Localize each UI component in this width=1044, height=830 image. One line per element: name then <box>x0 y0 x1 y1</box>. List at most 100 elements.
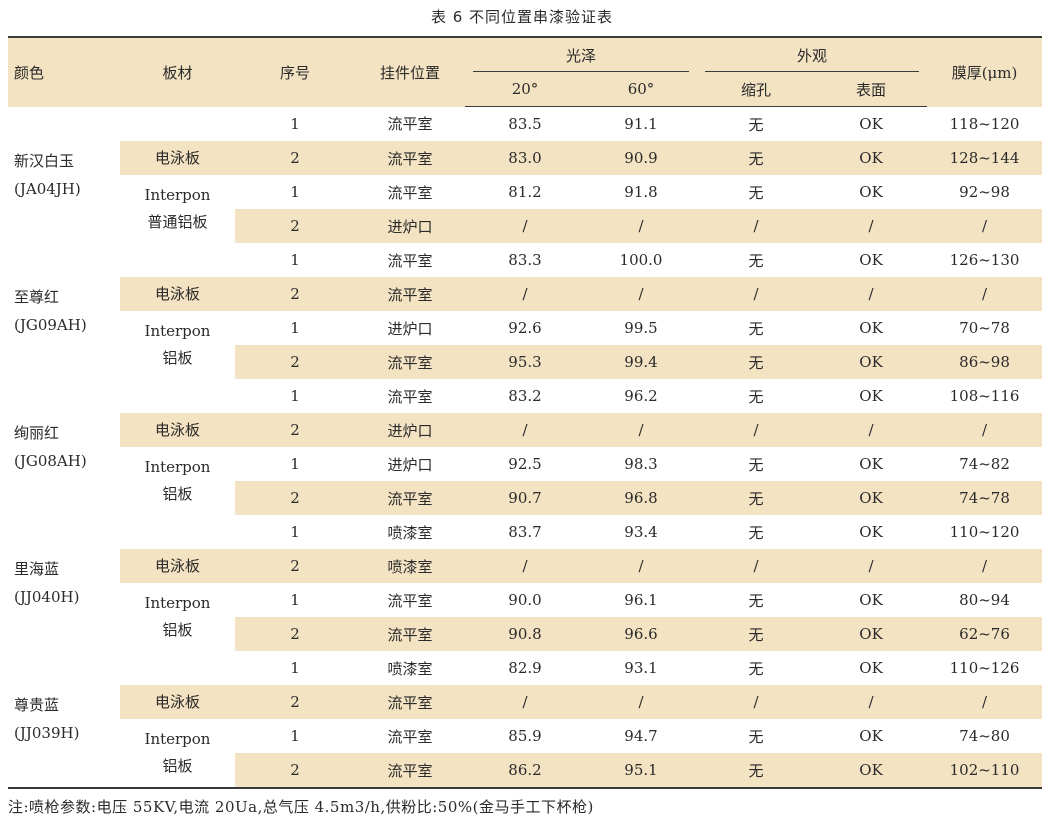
cell-color: 新汉白玉 (JA04JH) <box>8 107 120 244</box>
table-header: 颜色 板材 序号 挂件位置 光泽 外观 膜厚(μm) 20° 60° 缩孔 表面 <box>8 37 1043 107</box>
cell-shrink: 无 <box>697 753 816 788</box>
cell-shrink: 无 <box>748 251 764 270</box>
cell-seq: 1 <box>290 251 300 269</box>
cell-seq: 2 <box>235 413 355 447</box>
cell-shrink: / <box>697 549 816 583</box>
header-surface: 表面 <box>815 72 928 107</box>
table-row: 电泳板 2 喷漆室 / / / / / <box>8 549 1043 583</box>
cell-thickness: 126~130 <box>949 251 1020 269</box>
cell-surface: OK <box>859 455 883 473</box>
cell-surface: / <box>815 277 928 311</box>
board-brand: Interpon <box>144 186 211 204</box>
color-code: (JJ040H) <box>14 588 80 606</box>
cell-thickness: 74~78 <box>927 481 1043 515</box>
cell-shrink: 无 <box>697 481 816 515</box>
cell-position: 流平室 <box>355 617 465 651</box>
cell-board-interpon: Interpon 普通铝板 <box>120 175 235 243</box>
color-name: 尊贵蓝 <box>14 696 60 714</box>
cell-shrink: 无 <box>748 115 764 134</box>
cell-seq: 2 <box>235 549 355 583</box>
table-row: 2 进炉口 / / / / / <box>8 209 1043 243</box>
color-code: (JJ039H) <box>14 724 80 742</box>
cell-thickness: 102~110 <box>927 753 1043 788</box>
cell-position: 进炉口 <box>387 455 433 474</box>
table-body: 新汉白玉 (JA04JH) 1 流平室 83.5 91.1 无 OK 118~120 电泳板 2 流平… <box>8 107 1043 788</box>
table-row: 2 流平室 86.2 95.1 无 OK 102~110 <box>8 753 1043 788</box>
cell-thickness: 110~120 <box>949 523 1020 541</box>
table-row: 2 流平室 90.8 96.6 无 OK 62~76 <box>8 617 1043 651</box>
cell-surface: OK <box>859 115 883 133</box>
color-name: 里海蓝 <box>14 560 60 578</box>
cell-surface: / <box>815 209 928 243</box>
cell-shrink: 无 <box>748 183 764 202</box>
cell-seq: 1 <box>290 114 300 133</box>
cell-position: 流平室 <box>387 591 433 610</box>
cell-gloss-60: 93.1 <box>624 659 658 677</box>
cell-gloss-60: 93.4 <box>624 523 658 541</box>
cell-gloss-20: 85.9 <box>508 727 542 745</box>
cell-thickness: 74~82 <box>959 455 1010 473</box>
cell-gloss-60: / <box>585 685 698 719</box>
table-row: 电泳板 2 进炉口 / / / / / <box>8 413 1043 447</box>
color-name: 新汉白玉 <box>14 151 75 170</box>
cell-thickness: 74~80 <box>959 727 1010 745</box>
cell-color: 里海蓝 (JJ040H) <box>8 515 120 651</box>
cell-shrink: / <box>697 209 816 243</box>
cell-surface: OK <box>859 727 883 745</box>
board-type: 铝板 <box>162 349 193 367</box>
cell-gloss-20: 95.3 <box>465 345 585 379</box>
cell-surface: OK <box>815 753 928 788</box>
cell-gloss-20: 82.9 <box>508 659 542 677</box>
cell-shrink: / <box>697 277 816 311</box>
cell-seq: 1 <box>290 523 300 541</box>
color-name: 至尊红 <box>14 288 60 306</box>
cell-position: 进炉口 <box>355 413 465 447</box>
cell-thickness: 62~76 <box>927 617 1043 651</box>
cell-board-blank <box>120 651 235 685</box>
cell-gloss-20: 83.5 <box>508 115 542 133</box>
cell-seq: 1 <box>290 591 300 609</box>
cell-thickness: / <box>927 549 1043 583</box>
cell-seq: 2 <box>235 345 355 379</box>
cell-surface: OK <box>815 345 928 379</box>
cell-seq: 2 <box>235 481 355 515</box>
cell-position: 流平室 <box>355 277 465 311</box>
cell-position: 流平室 <box>355 685 465 719</box>
cell-color: 尊贵蓝 (JJ039H) <box>8 651 120 788</box>
table-row: 电泳板 2 流平室 83.0 90.9 无 OK 128~144 <box>8 141 1043 175</box>
cell-surface: OK <box>859 387 883 405</box>
header-gloss: 光泽 <box>465 37 698 72</box>
cell-shrink: / <box>697 685 816 719</box>
cell-gloss-60: 90.9 <box>585 141 698 175</box>
cell-thickness: / <box>927 413 1043 447</box>
cell-shrink: 无 <box>697 141 816 175</box>
header-gloss-60: 60° <box>585 72 698 107</box>
cell-surface: / <box>815 413 928 447</box>
cell-seq: 2 <box>235 617 355 651</box>
cell-position: 流平室 <box>355 141 465 175</box>
cell-gloss-20: 83.0 <box>465 141 585 175</box>
cell-thickness: 128~144 <box>927 141 1043 175</box>
table-row: 至尊红 (JG09AH) 1 流平室 83.3 100.0 无 OK 126~130 <box>8 243 1042 334</box>
cell-board-electrophoresis: 电泳板 <box>120 141 235 175</box>
cell-gloss-20: / <box>465 277 585 311</box>
table-row: 里海蓝 (JJ040H) 1 喷漆室 83.7 93.4 无 OK 110~120 <box>8 515 1042 606</box>
cell-board-blank <box>120 107 235 142</box>
table-row: Interpon 铝板 1 进炉口 92.5 98.3 无 OK 74~82 <box>8 447 1042 503</box>
cell-gloss-60: 96.1 <box>624 591 658 609</box>
cell-surface: OK <box>815 141 928 175</box>
cell-shrink: 无 <box>748 387 764 406</box>
cell-board-blank <box>120 243 235 277</box>
cell-gloss-20: 81.2 <box>508 183 542 201</box>
cell-surface: OK <box>859 523 883 541</box>
cell-gloss-60: 96.6 <box>585 617 698 651</box>
cell-position: 喷漆室 <box>355 549 465 583</box>
cell-board-interpon: Interpon 铝板 <box>120 719 235 788</box>
cell-board-blank <box>120 379 235 413</box>
cell-seq: 1 <box>290 455 300 473</box>
table-row: 2 流平室 90.7 96.8 无 OK 74~78 <box>8 481 1043 515</box>
board-type: 铝板 <box>162 757 193 775</box>
table-row: 电泳板 2 流平室 / / / / / <box>8 277 1043 311</box>
cell-gloss-20: 86.2 <box>465 753 585 788</box>
board-type: 铝板 <box>162 485 193 503</box>
